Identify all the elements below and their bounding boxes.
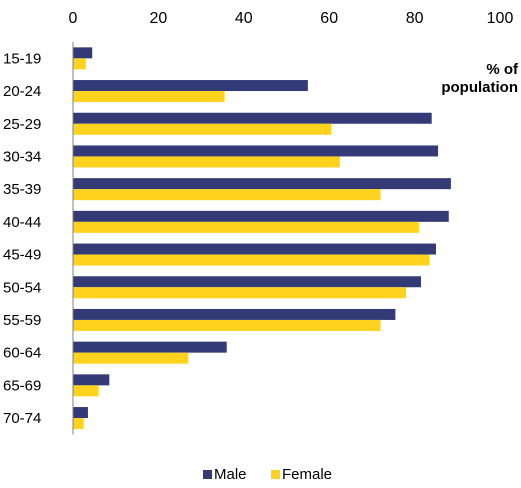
category-label: 45-49: [3, 247, 41, 264]
legend: Male Female: [203, 466, 332, 483]
category-labels: 15-19 20-24 25-29 30-34 35-39 40-44 45-49 50-54…: [3, 50, 41, 427]
bar-female: [73, 287, 407, 299]
category-label: 25-29: [3, 116, 41, 133]
bar-male: [73, 308, 396, 320]
bars: [73, 47, 451, 430]
bar-male: [73, 210, 449, 222]
bar-male: [73, 243, 436, 255]
x-axis-ticks: 0 20 40 60 80 100: [69, 10, 514, 27]
bar-female: [73, 189, 381, 201]
bar-male: [73, 112, 432, 124]
category-label: 30-34: [3, 148, 41, 165]
legend-label-female: Female: [282, 466, 332, 483]
x-tick-label: 100: [487, 10, 514, 27]
bar-female: [73, 385, 99, 397]
bar-female: [73, 123, 332, 135]
x-tick-label: 20: [150, 10, 168, 27]
bar-male: [73, 341, 227, 353]
unit-label-line1: % of: [486, 61, 519, 78]
x-tick-label: 60: [320, 10, 338, 27]
bar-female: [73, 221, 419, 233]
bar-male: [73, 276, 422, 288]
bar-male: [73, 178, 451, 190]
category-label: 50-54: [3, 279, 41, 296]
unit-label-line2: population: [441, 79, 518, 96]
category-label: 15-19: [3, 50, 41, 67]
bar-male: [73, 374, 110, 386]
category-label: 35-39: [3, 181, 41, 198]
bar-male: [73, 145, 439, 157]
bar-male: [73, 47, 93, 59]
legend-label-male: Male: [214, 466, 247, 483]
x-tick-label: 40: [235, 10, 253, 27]
category-label: 20-24: [3, 83, 41, 100]
category-label: 55-59: [3, 312, 41, 329]
bar-male: [73, 407, 88, 419]
bar-male: [73, 80, 308, 92]
category-label: 60-64: [3, 345, 41, 362]
bar-female: [73, 352, 189, 364]
category-label: 65-69: [3, 377, 41, 394]
legend-swatch-male: [203, 470, 212, 479]
category-label: 70-74: [3, 410, 41, 427]
x-tick-label: 0: [69, 10, 78, 27]
bar-female: [73, 418, 84, 430]
bar-female: [73, 156, 340, 168]
legend-swatch-female: [271, 470, 280, 479]
bar-female: [73, 319, 381, 331]
category-label: 40-44: [3, 214, 41, 231]
bar-female: [73, 58, 86, 70]
x-tick-label: 80: [406, 10, 424, 27]
bar-female: [73, 254, 430, 266]
bar-female: [73, 91, 225, 103]
